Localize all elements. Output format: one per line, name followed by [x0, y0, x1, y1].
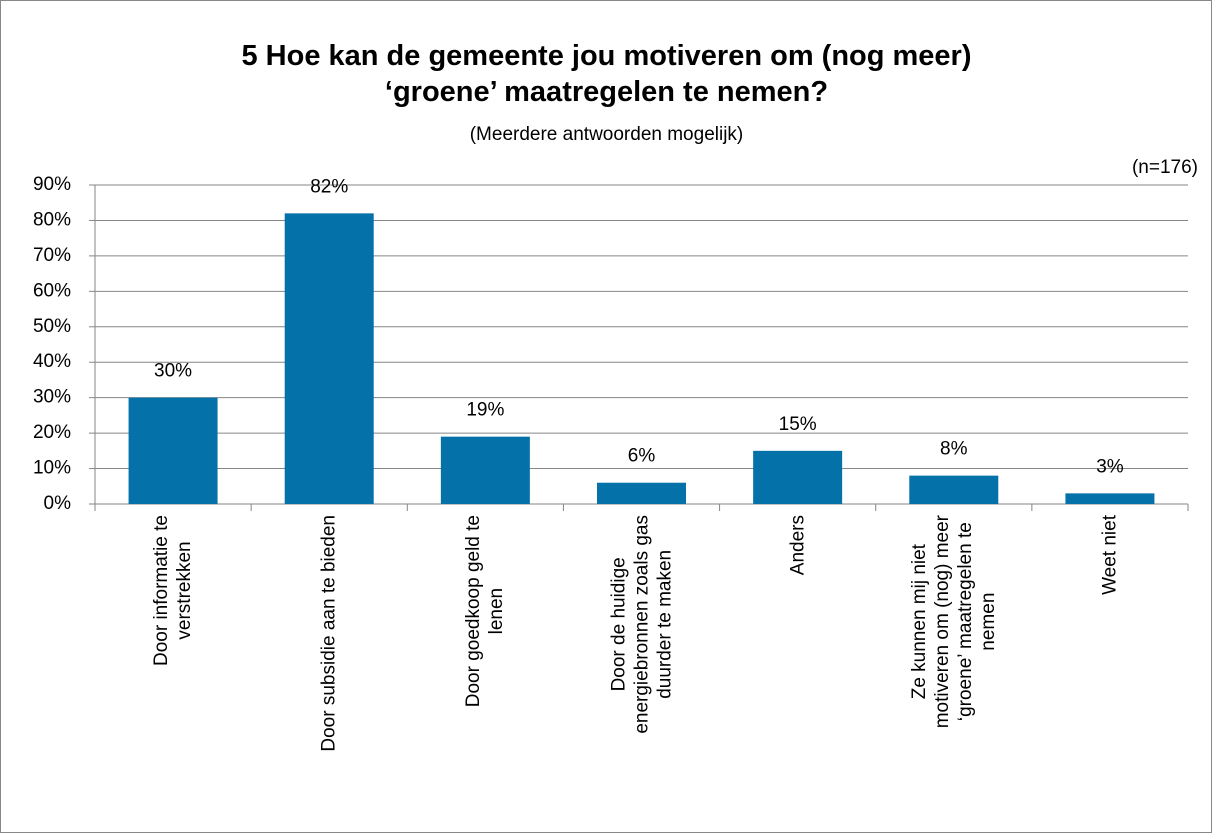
x-tick-label: Door subsidie aan te bieden	[318, 515, 340, 752]
y-tick-label: 50%	[33, 316, 71, 337]
data-label: 15%	[779, 414, 817, 435]
data-label: 3%	[1096, 456, 1124, 477]
bar	[128, 397, 218, 504]
y-tick-label: 10%	[33, 458, 71, 479]
bar	[440, 436, 530, 504]
y-tick-label: 70%	[33, 245, 71, 266]
bar	[909, 475, 999, 504]
x-tick-label: Door de huidige energiebronnen zoals gas…	[608, 515, 675, 734]
y-tick-label: 30%	[33, 387, 71, 408]
y-tick-label: 80%	[33, 209, 71, 230]
x-tick-label: Ze kunnen mij niet motiveren om (nog) me…	[908, 515, 999, 729]
y-tick-label: 20%	[33, 422, 71, 443]
data-label: 19%	[466, 400, 504, 421]
data-label: 30%	[154, 361, 192, 382]
y-tick-label: 40%	[33, 351, 71, 372]
chart-title: 5 Hoe kan de gemeente jou motiveren om (…	[241, 40, 972, 108]
y-tick-label: 0%	[44, 493, 72, 514]
y-tick-label: 90%	[33, 174, 71, 195]
annotation: (n=176)	[1131, 157, 1198, 178]
bar	[753, 450, 843, 504]
x-tick-label: Anders	[787, 515, 809, 576]
bar	[596, 482, 687, 504]
bar	[1065, 493, 1155, 504]
data-label: 6%	[628, 446, 656, 467]
bar	[284, 213, 374, 504]
data-label: 8%	[940, 439, 968, 460]
x-tick-label: Door goedkoop geld te lenen	[463, 515, 508, 708]
y-tick-label: 60%	[33, 280, 71, 301]
data-label: 82%	[310, 176, 348, 197]
x-tick-label: Weet niet	[1099, 515, 1121, 595]
chart-subtitle: (Meerdere antwoorden mogelijk)	[469, 124, 744, 145]
x-tick-label: Door informatie te verstrekken	[151, 515, 196, 667]
